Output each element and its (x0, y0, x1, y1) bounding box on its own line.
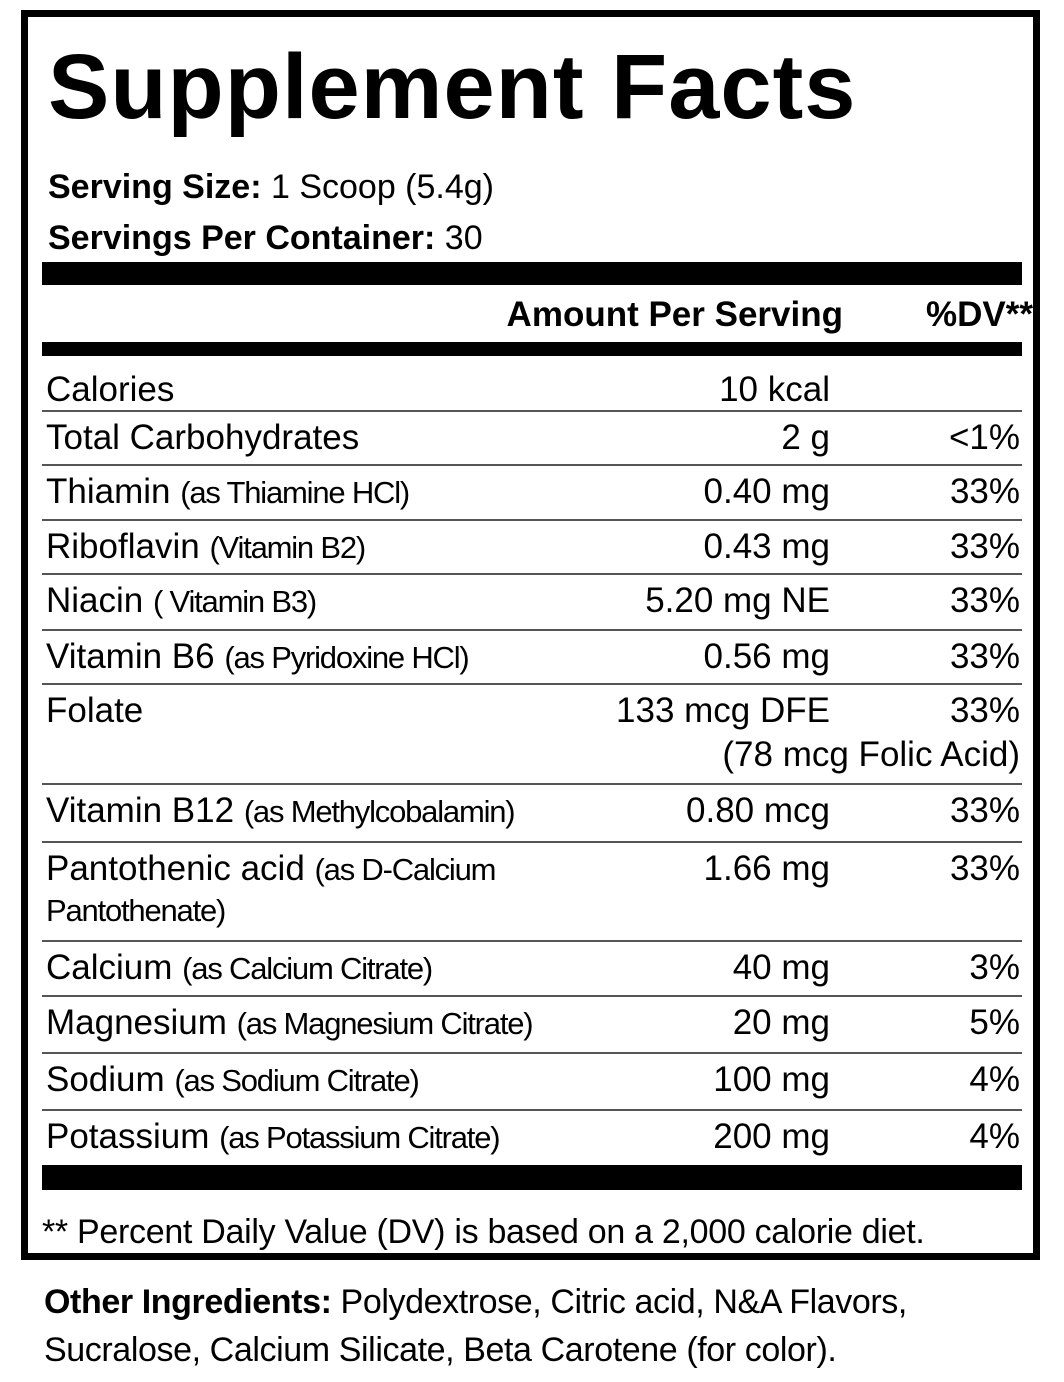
nutrient-row: Thiamin (as Thiamine HCl) 0.40 mg 33% (42, 466, 1022, 521)
nutrient-dv: 3% (969, 948, 1020, 987)
other-ingredients: Other Ingredients: Polydextrose, Citric … (44, 1278, 1044, 1374)
nutrient-row: Magnesium (as Magnesium Citrate) 20 mg 5% (42, 997, 1022, 1054)
nutrient-source: (as D-Calcium Pantothenate) (46, 852, 496, 928)
nutrient-amount: 40 mg (732, 948, 830, 987)
nutrient-row: Folate 133 mcg DFE 33% (78 mcg Folic Acid) (42, 685, 1022, 785)
panel-title: Supplement Facts (48, 36, 857, 138)
servings-per-container: Servings Per Container: 30 (48, 218, 483, 258)
nutrient-row: Total Carbohydrates 2 g <1% (42, 412, 1022, 466)
nutrient-amount: 133 mcg DFE (616, 691, 830, 730)
other-ingredients-value: Polydextrose, Citric acid, N&A Flavors, … (44, 1283, 907, 1369)
nutrient-row: Sodium (as Sodium Citrate) 100 mg 4% (42, 1054, 1022, 1111)
nutrient-row: Niacin ( Vitamin B3) 5.20 mg NE 33% (42, 575, 1022, 631)
nutrient-source: (Vitamin B2) (209, 530, 366, 565)
nutrient-name-main: Magnesium (46, 1003, 227, 1042)
nutrient-name-main: Total Carbohydrates (46, 418, 360, 457)
nutrient-dv: 33% (949, 691, 1020, 730)
thick-divider (42, 1165, 1022, 1190)
nutrient-dv: 33% (949, 637, 1020, 676)
servings-per-container-label: Servings Per Container: (48, 219, 436, 257)
nutrient-source: (as Magnesium Citrate) (236, 1006, 534, 1041)
serving-size-label: Serving Size: (48, 168, 262, 206)
nutrient-source: (as Calcium Citrate) (182, 951, 433, 986)
nutrient-source: (as Thiamine HCl) (180, 475, 410, 510)
nutrient-name-main: Vitamin B12 (46, 791, 235, 830)
nutrient-name-main: Niacin (46, 581, 144, 620)
nutrient-amount: 0.43 mg (703, 527, 830, 566)
nutrient-amount: 0.40 mg (703, 472, 830, 511)
nutrient-row: Vitamin B6 (as Pyridoxine HCl) 0.56 mg 33% (42, 631, 1022, 685)
nutrient-name-main: Pantothenic acid (46, 849, 305, 888)
nutrient-row: Riboflavin (Vitamin B2) 0.43 mg 33% (42, 521, 1022, 575)
nutrient-source: (as Methylcobalamin) (243, 794, 516, 829)
thick-divider (42, 262, 1022, 285)
nutrient-dv: 33% (949, 527, 1020, 566)
nutrient-dv: 5% (969, 1003, 1020, 1042)
nutrient-name: Folate (46, 691, 586, 731)
nutrient-amount: 2 g (781, 418, 830, 457)
nutrient-name: Sodium (as Sodium Citrate) (46, 1060, 586, 1101)
nutrient-row: Potassium (as Potassium Citrate) 200 mg 4% (42, 1111, 1022, 1169)
servings-per-container-value: 30 (444, 219, 483, 257)
nutrient-amount: 200 mg (713, 1117, 830, 1156)
nutrient-dv: 33% (949, 472, 1020, 511)
nutrient-name: Thiamin (as Thiamine HCl) (46, 472, 586, 513)
nutrient-table: Calories 10 kcal Total Carbohydrates 2 g <1%… (42, 364, 1022, 1169)
nutrient-name-main: Thiamin (46, 472, 171, 511)
nutrient-amount: 20 mg (732, 1003, 830, 1042)
nutrient-name: Calories (46, 370, 586, 410)
header-amount: Amount Per Serving (506, 295, 843, 334)
nutrient-row: Pantothenic acid (as D-Calcium Pantothen… (42, 843, 1022, 942)
thick-divider (42, 342, 1022, 356)
nutrient-name-main: Calcium (46, 948, 173, 987)
nutrient-row: Calories 10 kcal (42, 364, 1022, 412)
nutrient-name: Pantothenic acid (as D-Calcium Pantothen… (46, 849, 586, 931)
nutrient-name: Total Carbohydrates (46, 418, 586, 458)
nutrient-name-main: Potassium (46, 1117, 210, 1156)
nutrient-source: ( Vitamin B3) (153, 584, 317, 619)
nutrient-name: Potassium (as Potassium Citrate) (46, 1117, 586, 1158)
nutrient-name: Niacin ( Vitamin B3) (46, 581, 586, 622)
nutrient-amount: 10 kcal (719, 370, 830, 409)
nutrient-name: Magnesium (as Magnesium Citrate) (46, 1003, 586, 1044)
nutrient-dv: 4% (969, 1117, 1020, 1156)
nutrient-dv: 33% (949, 791, 1020, 830)
nutrient-amount: 100 mg (713, 1060, 830, 1099)
nutrient-name-main: Folate (46, 691, 144, 730)
nutrient-source: (as Pyridoxine HCl) (224, 640, 469, 675)
nutrient-name: Vitamin B6 (as Pyridoxine HCl) (46, 637, 586, 678)
nutrient-dv: 4% (969, 1060, 1020, 1099)
nutrient-dv: <1% (948, 418, 1020, 457)
other-ingredients-label: Other Ingredients: (44, 1283, 332, 1321)
nutrient-row: Vitamin B12 (as Methylcobalamin) 0.80 mcg… (42, 785, 1022, 843)
footnote: ** Percent Daily Value (DV) is based on … (42, 1213, 925, 1251)
nutrient-source: (as Potassium Citrate) (219, 1120, 500, 1155)
nutrient-name: Calcium (as Calcium Citrate) (46, 948, 586, 989)
nutrient-name-main: Vitamin B6 (46, 637, 215, 676)
serving-size-value: 1 Scoop (5.4g) (270, 168, 494, 206)
header-dv: %DV** (926, 295, 1033, 334)
supplement-facts-panel: Supplement Facts Serving Size: 1 Scoop (… (21, 10, 1040, 1260)
nutrient-amount: 0.80 mcg (686, 791, 830, 830)
nutrient-name-main: Sodium (46, 1060, 165, 1099)
nutrient-extra: (78 mcg Folic Acid) (722, 735, 1020, 774)
nutrient-name: Vitamin B12 (as Methylcobalamin) (46, 791, 586, 832)
nutrient-name-main: Riboflavin (46, 527, 200, 566)
nutrient-name: Riboflavin (Vitamin B2) (46, 527, 586, 568)
nutrient-row: Calcium (as Calcium Citrate) 40 mg 3% (42, 942, 1022, 997)
serving-size: Serving Size: 1 Scoop (5.4g) (48, 167, 494, 207)
nutrient-amount: 5.20 mg NE (645, 581, 830, 620)
nutrient-dv: 33% (949, 581, 1020, 620)
nutrient-dv: 33% (949, 849, 1020, 888)
nutrient-source: (as Sodium Citrate) (174, 1063, 419, 1098)
nutrient-amount: 0.56 mg (703, 637, 830, 676)
nutrient-name-main: Calories (46, 370, 175, 409)
nutrient-amount: 1.66 mg (703, 849, 830, 888)
